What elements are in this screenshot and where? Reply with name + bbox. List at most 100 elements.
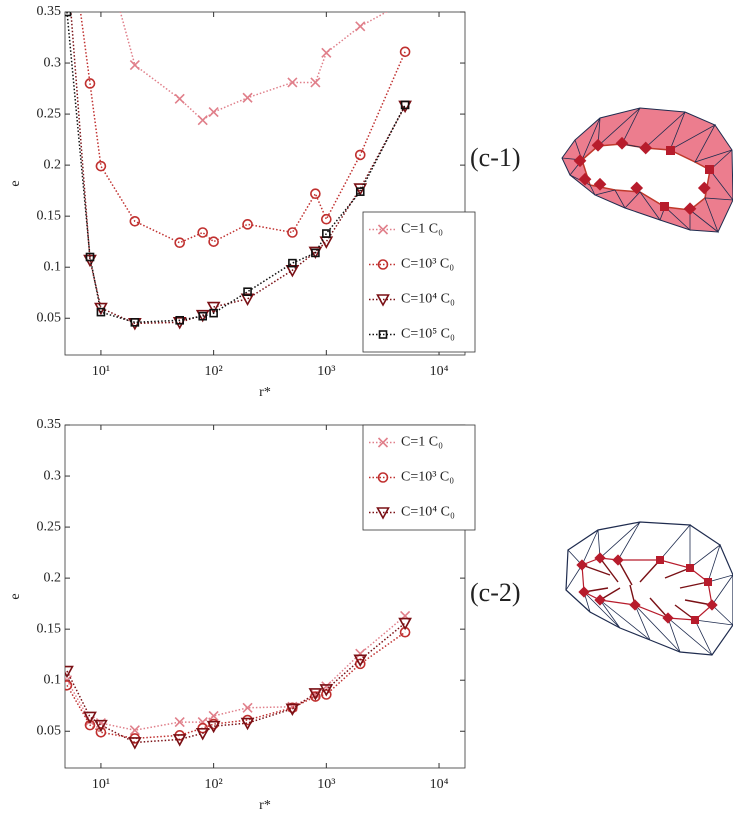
marker xyxy=(198,311,208,321)
legend-label: C=10⁴ C₀ xyxy=(401,505,455,520)
mesh-diagram-2 xyxy=(565,521,733,656)
marker xyxy=(377,437,389,448)
marker xyxy=(308,688,323,701)
marker xyxy=(197,115,208,126)
y-tick-label: 0.05 xyxy=(37,723,62,738)
marker xyxy=(85,252,95,262)
marker xyxy=(310,188,321,200)
series-line xyxy=(66,12,406,324)
marker xyxy=(310,77,321,88)
marker xyxy=(287,227,298,238)
marker xyxy=(208,236,219,247)
marker xyxy=(96,307,106,317)
marker xyxy=(94,719,108,733)
x-tick-label: 10² xyxy=(205,777,223,792)
marker xyxy=(174,237,185,249)
x-tick-label: 10⁴ xyxy=(430,364,449,379)
x-tick-label: 10² xyxy=(205,364,223,379)
legend-box xyxy=(362,211,476,353)
marker xyxy=(175,315,184,325)
marker xyxy=(208,710,219,722)
y-axis-label: e xyxy=(8,593,23,599)
legend: C=1 C₀ C=10³ C₀ C=10⁴ C₀ C=10⁵ C₀ xyxy=(362,211,476,353)
marker xyxy=(206,301,221,315)
marker xyxy=(129,725,140,736)
marker xyxy=(376,294,390,307)
marker xyxy=(242,702,253,713)
y-tick-label: 0.25 xyxy=(37,106,62,121)
x-tick-label: 10¹ xyxy=(92,777,110,792)
y-tick-label: 0.3 xyxy=(44,55,62,70)
y-tick-label: 0.15 xyxy=(37,621,62,636)
marker xyxy=(377,224,389,235)
marker xyxy=(174,93,185,104)
marker xyxy=(240,293,255,307)
marker xyxy=(287,77,298,88)
chart: 0.05 0.1 0.15 0.2 0.25 0.3 0.35 10¹ 10² 10³ 10⁴ r* e… xyxy=(8,417,520,813)
marker xyxy=(321,47,332,58)
y-tick-label: 0.25 xyxy=(37,519,62,534)
marker xyxy=(285,264,300,278)
marker xyxy=(377,472,389,483)
marker xyxy=(285,703,300,716)
marker xyxy=(208,106,219,118)
marker xyxy=(95,726,107,738)
marker xyxy=(322,229,331,238)
x-tick-label: 10³ xyxy=(317,777,335,792)
marker xyxy=(399,46,411,58)
x-tick-label: 10³ xyxy=(317,364,335,379)
data-layer xyxy=(65,0,412,331)
x-axis-label: r* xyxy=(259,385,271,400)
marker xyxy=(129,215,141,227)
marker xyxy=(378,330,388,339)
legend: C=1 C₀ C=10³ C₀ C=10⁴ C₀ xyxy=(362,424,476,531)
marker xyxy=(398,617,412,631)
y-tick-label: 0.1 xyxy=(44,672,62,687)
legend-label: C=1 C₀ xyxy=(401,435,443,450)
x-axis-label: r* xyxy=(259,798,271,813)
marker xyxy=(377,259,389,270)
marker xyxy=(354,149,366,161)
y-axis-label: e xyxy=(8,180,23,186)
legend-label: C=10⁵ C₀ xyxy=(401,327,455,342)
marker xyxy=(195,727,210,741)
marker xyxy=(65,12,72,17)
y-tick-label: 0.1 xyxy=(44,259,62,274)
marker xyxy=(243,287,252,297)
marker xyxy=(95,160,107,172)
marker xyxy=(319,684,334,697)
marker xyxy=(311,248,320,258)
marker xyxy=(355,21,366,32)
y-tick-label: 0.3 xyxy=(44,468,62,483)
marker xyxy=(353,654,368,667)
marker xyxy=(355,187,365,196)
marker xyxy=(401,0,410,6)
marker xyxy=(130,318,140,327)
legend-label: C=10³ C₀ xyxy=(401,470,454,485)
marker xyxy=(376,507,390,520)
marker xyxy=(83,711,97,725)
marker xyxy=(400,100,410,110)
y-tick-label: 0.05 xyxy=(37,310,62,325)
marker xyxy=(240,717,255,731)
marker xyxy=(288,258,297,268)
legend-box xyxy=(362,424,476,531)
marker xyxy=(287,702,298,714)
panel-label: (c-1) xyxy=(470,143,521,172)
y-tick-label: 0.35 xyxy=(37,4,62,19)
marker xyxy=(129,60,140,71)
marker xyxy=(84,719,96,731)
legend-label: C=10⁴ C₀ xyxy=(401,292,455,307)
marker xyxy=(242,219,253,230)
marker xyxy=(84,78,96,89)
legend-label: C=10³ C₀ xyxy=(401,257,454,272)
y-tick-label: 0.35 xyxy=(37,417,62,432)
marker xyxy=(209,308,218,318)
marker xyxy=(65,665,74,679)
panel-label: (c-2) xyxy=(470,578,521,607)
marker xyxy=(65,680,73,691)
chart: 0.05 0.1 0.15 0.2 0.25 0.3 0.35 10¹ 10² 10³ 10⁴ r* e… xyxy=(8,0,521,400)
x-tick-label: 10⁴ xyxy=(430,777,449,792)
marker xyxy=(174,716,185,728)
marker xyxy=(206,720,221,734)
